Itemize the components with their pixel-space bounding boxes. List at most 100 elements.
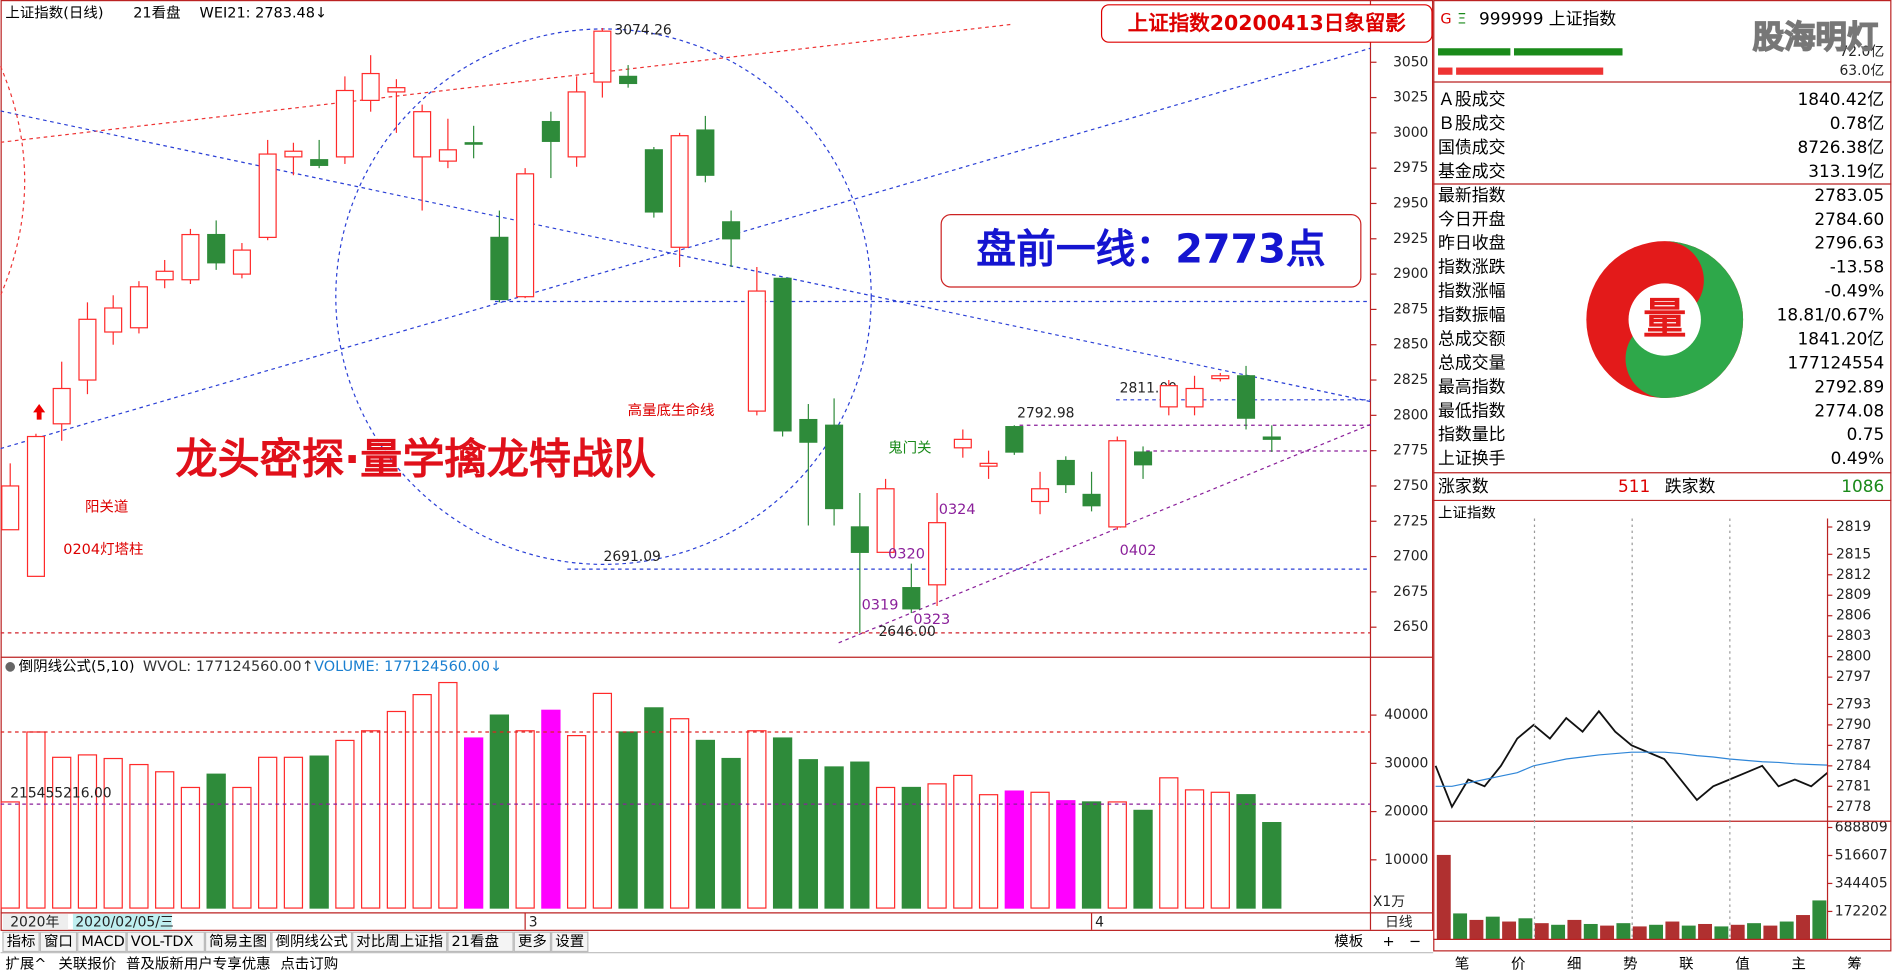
row-label: 指数振幅: [1438, 305, 1506, 325]
premarket-text: 盘前一线：2773点: [976, 227, 1325, 273]
volume-bar: [283, 756, 304, 909]
y-tick-label: 2700: [1393, 549, 1428, 565]
annotation: 高量底生命线: [628, 401, 715, 419]
annotation: 0204灯塔柱: [63, 541, 143, 558]
tab-label[interactable]: 窗口: [44, 932, 73, 950]
volume-bar: [438, 681, 458, 909]
side-tab[interactable]: 势: [1623, 956, 1637, 973]
trend-line: [0, 23, 1014, 143]
sell-amount: 63.0亿: [1839, 63, 1884, 79]
volume-bar: [747, 730, 767, 909]
volume-bar: [515, 730, 535, 909]
y-tick-label: 30000: [1384, 755, 1428, 771]
annotation: 0324: [939, 502, 976, 518]
candle-body: [207, 233, 226, 264]
side-tab[interactable]: 价: [1511, 957, 1526, 973]
volume-bar: [1133, 809, 1153, 909]
volume-bar: [361, 730, 381, 909]
volume-bar: [772, 737, 793, 909]
y-tick-label: 688809: [1835, 820, 1888, 836]
candle-body: [258, 153, 277, 238]
intraday-volume-bar: [1649, 924, 1664, 940]
premarket-box: [940, 214, 1362, 288]
panel-icon: [5, 662, 16, 672]
tab-label[interactable]: 更多: [518, 933, 547, 950]
y-tick-label: 2790: [1836, 717, 1871, 733]
side-tab[interactable]: 细: [1567, 956, 1581, 973]
intraday-volume-bar: [1616, 923, 1631, 940]
candle-body: [516, 173, 535, 298]
row-value: 1840.42亿: [1798, 89, 1885, 109]
y-tick-label: 2806: [1836, 608, 1871, 624]
logo: [1628, 283, 1701, 356]
period-label[interactable]: 日线: [1385, 915, 1413, 931]
tab-label[interactable]: 对比周上证指: [356, 933, 443, 950]
footer-link[interactable]: 普及版新用户专享优惠: [126, 956, 271, 973]
trend-line: [0, 47, 1371, 450]
footer-link[interactable]: 扩展^: [5, 956, 46, 973]
volume-bar: [1184, 789, 1205, 909]
row-value: 313.19亿: [1808, 161, 1884, 181]
row-value: 8726.38亿: [1798, 137, 1885, 157]
footer-link[interactable]: 点击订购: [280, 956, 338, 973]
candle-body: [155, 270, 174, 281]
tab: [204, 931, 272, 953]
side-tab[interactable]: 联: [1679, 956, 1693, 973]
tab-label[interactable]: 倒阴线公式: [276, 933, 348, 950]
side-tab[interactable]: 主: [1791, 956, 1805, 973]
volume-bar: [412, 694, 432, 909]
tab-label[interactable]: VOL-TDX: [131, 934, 194, 950]
y-tick-label: 20000: [1384, 804, 1428, 820]
intraday-volume-bar: [1714, 926, 1729, 940]
volume-bar: [206, 773, 226, 909]
level-label: 2646.00: [878, 624, 935, 640]
trend-line: [838, 423, 1371, 644]
tab: [447, 931, 514, 953]
footer-link[interactable]: 关联报价: [58, 956, 116, 973]
up-count: 511: [1618, 476, 1650, 496]
candle-body: [722, 221, 741, 240]
buy-amount: 72.0亿: [1839, 44, 1884, 60]
tab: [2, 931, 40, 953]
cursor-box: [72, 914, 172, 930]
y-tick-label: 2784: [1836, 758, 1871, 774]
y-tick-label: 2809: [1836, 587, 1871, 603]
row-label: 总成交量: [1438, 352, 1506, 372]
wvol: WVOL: 177124560.00↑: [143, 659, 314, 675]
tab-label[interactable]: 指标: [7, 933, 36, 950]
side-tab[interactable]: 筹: [1847, 956, 1861, 973]
candle-body: [387, 87, 406, 93]
row-value: 2774.08: [1814, 400, 1884, 420]
side-tab[interactable]: 笔: [1455, 956, 1469, 973]
stock-code: 999999 上证指数: [1479, 8, 1616, 28]
up-label: 涨家数: [1438, 476, 1489, 496]
candle-body: [593, 30, 612, 83]
candle-body: [464, 142, 483, 145]
row-value: -0.49%: [1825, 281, 1885, 301]
x-tick-label: 3: [529, 915, 538, 931]
tool-button[interactable]: 模板: [1334, 932, 1363, 950]
chart-title[interactable]: 上证指数(日线): [5, 4, 103, 21]
candle-body: [567, 91, 586, 158]
volume-title[interactable]: 倒阴线公式(5,10): [19, 658, 135, 675]
tool-button[interactable]: +: [1383, 934, 1395, 950]
intraday-volume-bar: [1518, 918, 1533, 940]
candle-body: [413, 111, 432, 158]
candle-body: [26, 435, 45, 577]
intraday-volume-bar: [1632, 926, 1647, 940]
tab-label[interactable]: 简易主图: [209, 933, 267, 950]
down-count: 1086: [1841, 476, 1884, 496]
tab: [271, 931, 353, 953]
view-label[interactable]: 21看盘: [133, 3, 180, 21]
volume-bar: [618, 731, 638, 909]
tool-button[interactable]: −: [1409, 934, 1421, 950]
tab-label[interactable]: 设置: [555, 933, 584, 950]
candle-body: [747, 290, 766, 412]
tab-label[interactable]: 21看盘: [452, 932, 499, 950]
side-tab[interactable]: 值: [1735, 956, 1749, 973]
volume-bar: [52, 756, 72, 909]
tab-label[interactable]: MACD: [81, 934, 124, 950]
volume-bar: [644, 707, 664, 909]
annotation: 0323: [913, 612, 950, 628]
intraday-volume-bar: [1730, 924, 1745, 940]
